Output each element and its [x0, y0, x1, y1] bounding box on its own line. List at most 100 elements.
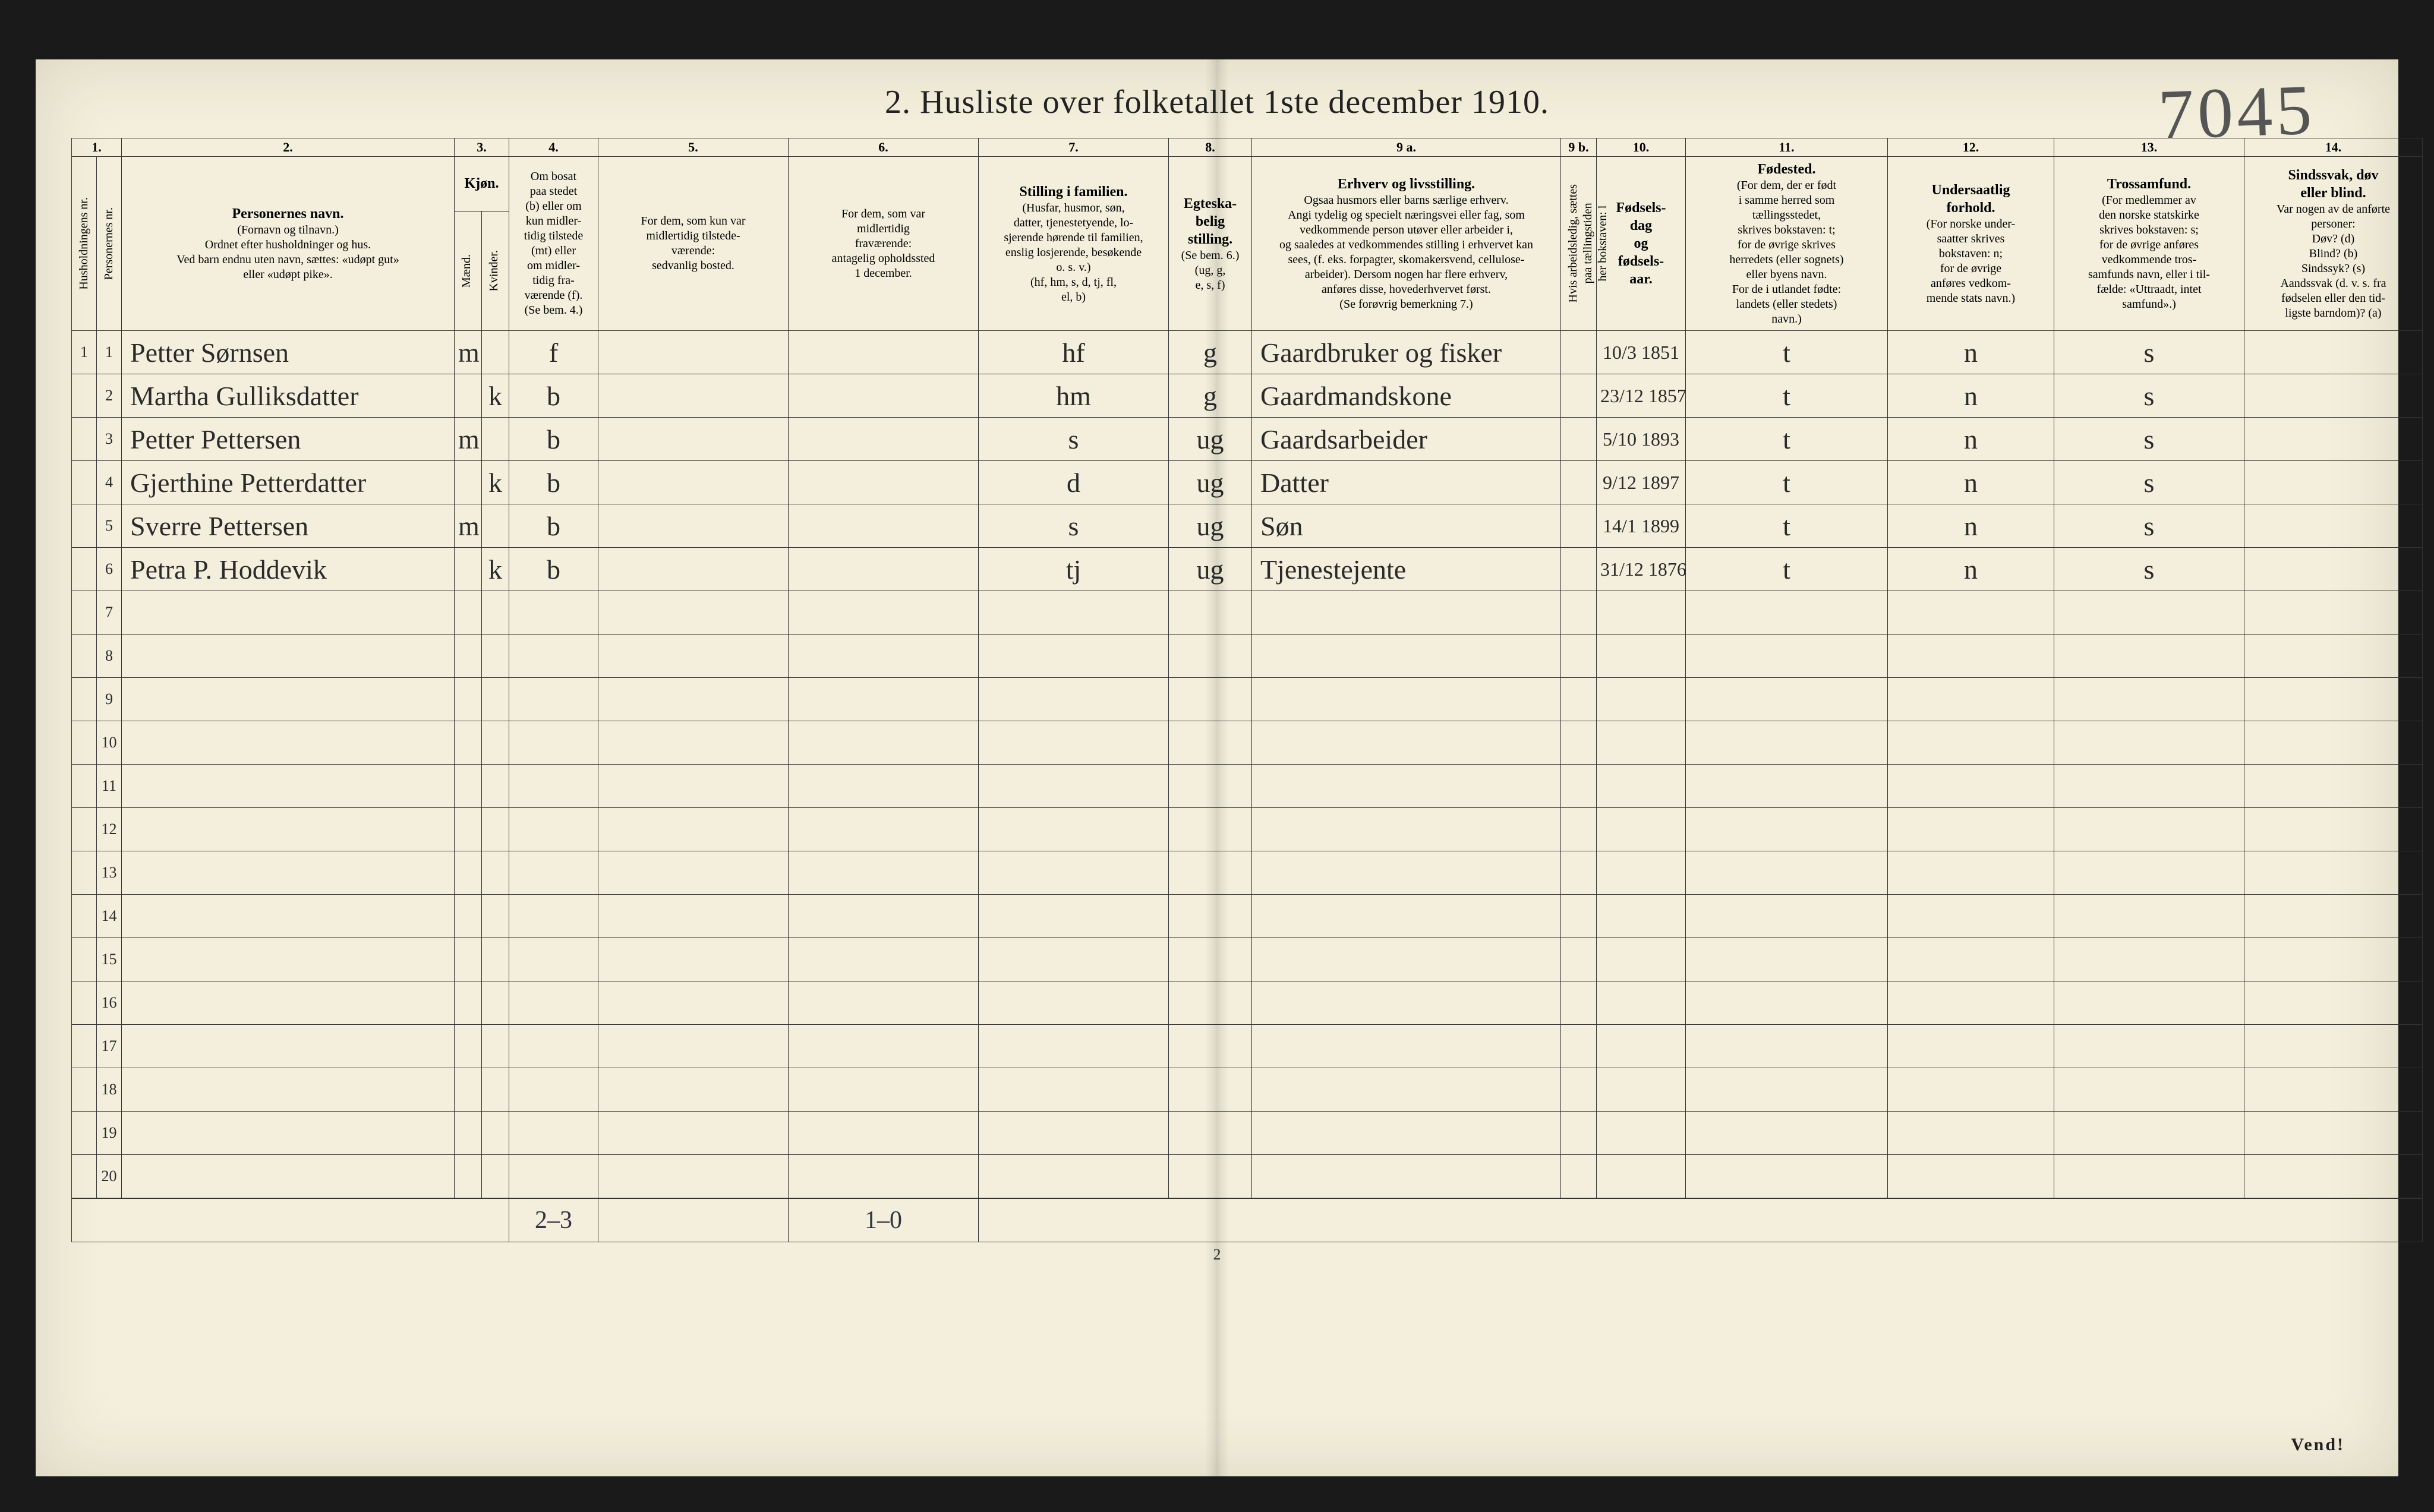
cell-empty: [122, 1025, 455, 1068]
footer-row: 2–3 1–0: [71, 1198, 2423, 1242]
cell-empty: [509, 1155, 598, 1198]
cell-name: Martha Gulliksdatter: [122, 374, 455, 418]
cell-empty: [1888, 765, 2054, 808]
cell-occupation: Datter: [1252, 461, 1561, 504]
cell-empty: [2054, 895, 2244, 938]
cell-empty: [122, 721, 455, 765]
cell-person-nr: 2: [97, 374, 122, 418]
cell-empty: [2054, 765, 2244, 808]
cell-hushold-nr: [72, 1112, 97, 1155]
cell-male: [455, 374, 482, 418]
colnum-1: 1.: [72, 138, 122, 157]
colnum-3: 3.: [455, 138, 509, 157]
cell-empty: [1686, 851, 1888, 895]
cell-religion: s: [2054, 548, 2244, 591]
cell-empty: [979, 808, 1169, 851]
cell-empty: [789, 765, 979, 808]
footer-blank-a: [72, 1199, 509, 1242]
cell-empty: [1252, 678, 1561, 721]
cell-empty: [1169, 938, 1252, 981]
cell-empty: [1561, 765, 1597, 808]
cell-person-nr: 9: [97, 678, 122, 721]
cell-empty: [2244, 1025, 2423, 1068]
cell-name: Petter Pettersen: [122, 418, 455, 461]
cell-empty: [455, 981, 482, 1025]
cell-hushold-nr: [72, 721, 97, 765]
cell-empty: [979, 938, 1169, 981]
cell-empty: [789, 635, 979, 678]
head-family-pos: Stilling i familien. (Husfar, husmor, sø…: [979, 157, 1169, 331]
cell-empty: [789, 981, 979, 1025]
cell-dob: 31/12 1876: [1597, 548, 1686, 591]
cell-empty: [122, 1155, 455, 1198]
cell-empty: [1561, 981, 1597, 1025]
cell-empty: [2244, 1068, 2423, 1112]
cell-empty: [122, 808, 455, 851]
cell-nationality: n: [1888, 331, 2054, 374]
cell-person-nr: 4: [97, 461, 122, 504]
table-row-empty: 7: [72, 591, 2423, 635]
cell-empty: [509, 938, 598, 981]
census-table: 1. 2. 3. 4. 5. 6. 7. 8. 9 a. 9 b. 10. 11…: [71, 138, 2423, 1198]
colnum-9a: 9 a.: [1252, 138, 1561, 157]
title-row: 2. Husliste over folketallet 1ste decemb…: [71, 83, 2363, 121]
cell-female: [482, 504, 509, 548]
cell-empty: [1169, 895, 1252, 938]
cell-empty: [1252, 591, 1561, 635]
cell-occupation: Tjenestejente: [1252, 548, 1561, 591]
cell-person-nr: 6: [97, 548, 122, 591]
cell-empty: [2054, 851, 2244, 895]
colnum-2: 2.: [122, 138, 455, 157]
cell-empty: [1169, 1155, 1252, 1198]
cell-empty: [1597, 851, 1686, 895]
cell-empty: [789, 1068, 979, 1112]
cell-unemployed: [1561, 504, 1597, 548]
cell-empty: [598, 981, 789, 1025]
cell-empty: [1686, 1025, 1888, 1068]
cell-empty: [1597, 765, 1686, 808]
cell-empty: [1169, 591, 1252, 635]
cell-hushold-nr: [72, 895, 97, 938]
cell-empty: [1252, 1155, 1561, 1198]
head-marital: Egteska- belig stilling. (Se bem. 6.) (u…: [1169, 157, 1252, 331]
cell-empty: [598, 635, 789, 678]
cell-hushold-nr: 1: [72, 331, 97, 374]
cell-empty: [455, 895, 482, 938]
column-number-row: 1. 2. 3. 4. 5. 6. 7. 8. 9 a. 9 b. 10. 11…: [72, 138, 2423, 157]
cell-empty: [1686, 635, 1888, 678]
cell-empty: [2054, 938, 2244, 981]
column-heading-row: Husholdningens nr. Personernes nr. Perso…: [72, 157, 2423, 212]
cell-family-pos: s: [979, 504, 1169, 548]
cell-empty: [455, 765, 482, 808]
cell-temp-absent: [789, 374, 979, 418]
cell-empty: [482, 1155, 509, 1198]
cell-hushold-nr: [72, 1068, 97, 1112]
cell-empty: [979, 981, 1169, 1025]
cell-empty: [979, 635, 1169, 678]
colnum-6: 6.: [789, 138, 979, 157]
cell-empty: [1561, 938, 1597, 981]
cell-empty: [122, 851, 455, 895]
cell-empty: [1686, 678, 1888, 721]
cell-occupation: Gaardsarbeider: [1252, 418, 1561, 461]
cell-empty: [1686, 895, 1888, 938]
cell-male: m: [455, 418, 482, 461]
cell-empty: [1686, 765, 1888, 808]
cell-empty: [979, 1155, 1169, 1198]
cell-residence: b: [509, 548, 598, 591]
footer-blank-b: [598, 1199, 789, 1242]
cell-hushold-nr: [72, 678, 97, 721]
cell-marital: g: [1169, 331, 1252, 374]
cell-person-nr: 17: [97, 1025, 122, 1068]
cell-empty: [1252, 1112, 1561, 1155]
cell-empty: [1686, 1112, 1888, 1155]
cell-empty: [2244, 808, 2423, 851]
cell-birthplace: t: [1686, 331, 1888, 374]
cell-person-nr: 10: [97, 721, 122, 765]
cell-empty: [1888, 981, 2054, 1025]
cell-empty: [1169, 981, 1252, 1025]
cell-empty: [482, 765, 509, 808]
cell-hushold-nr: [72, 548, 97, 591]
cell-residence: b: [509, 461, 598, 504]
cell-empty: [598, 895, 789, 938]
